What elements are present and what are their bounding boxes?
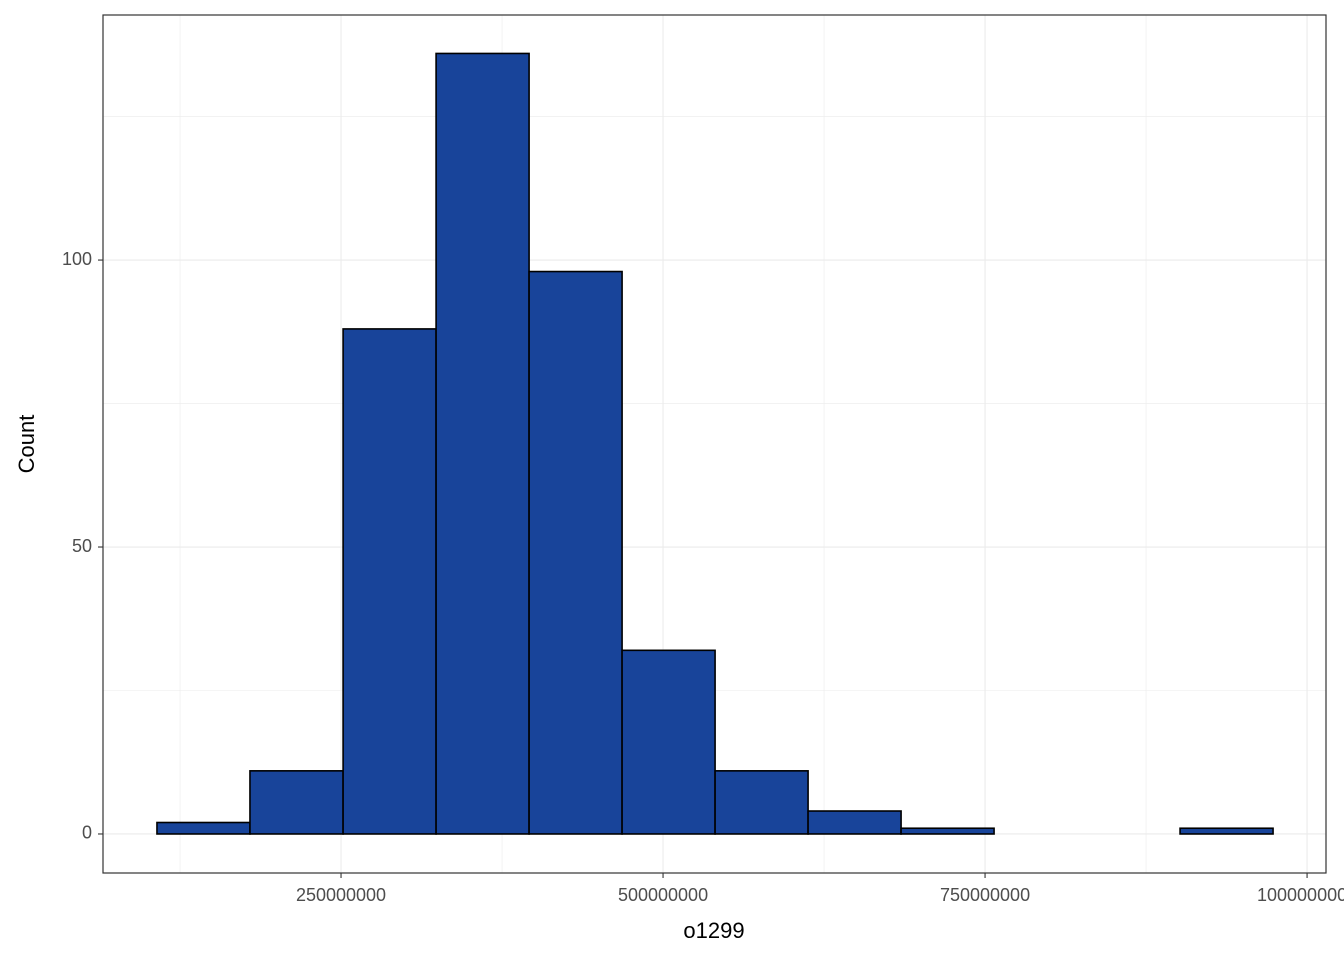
histogram-bar <box>714 770 809 835</box>
histogram-bar <box>249 770 344 835</box>
histogram-bar <box>1179 827 1274 835</box>
y-tick-label: 50 <box>72 536 92 556</box>
histogram-bar <box>900 827 995 835</box>
x-axis-title: o1299 <box>683 918 744 943</box>
y-tick-label: 0 <box>82 823 92 843</box>
x-tick-label: 250000000 <box>296 885 386 905</box>
histogram-bar <box>342 328 437 835</box>
histogram-bar <box>528 270 623 835</box>
x-tick-label: 500000000 <box>618 885 708 905</box>
panel-border <box>102 14 1327 874</box>
x-tick-label: 750000000 <box>940 885 1030 905</box>
histogram-bar <box>435 52 530 835</box>
histogram-bar <box>156 821 251 835</box>
histogram-bar <box>807 810 902 835</box>
y-axis-title: Count <box>14 415 39 474</box>
x-tick-label: 1000000000 <box>1257 885 1344 905</box>
histogram-bar <box>621 649 716 835</box>
y-tick-label: 100 <box>62 249 92 269</box>
